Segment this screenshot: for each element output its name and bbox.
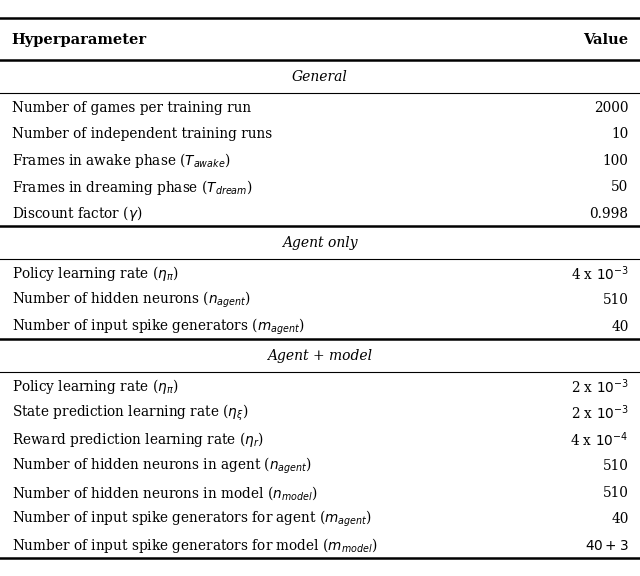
Text: Number of input spike generators for model ($m_{model}$): Number of input spike generators for mod… xyxy=(12,536,377,555)
Text: 40: 40 xyxy=(611,512,628,526)
Text: Number of games per training run: Number of games per training run xyxy=(12,101,251,115)
Text: Value: Value xyxy=(583,33,628,47)
Text: Number of input spike generators ($m_{agent}$): Number of input spike generators ($m_{ag… xyxy=(12,317,304,337)
Text: State prediction learning rate ($\eta_{\xi}$): State prediction learning rate ($\eta_{\… xyxy=(12,403,248,423)
Text: Number of hidden neurons ($n_{agent}$): Number of hidden neurons ($n_{agent}$) xyxy=(12,290,251,310)
Text: 2 x $10^{-3}$: 2 x $10^{-3}$ xyxy=(571,377,628,396)
Text: Frames in dreaming phase ($T_{dream}$): Frames in dreaming phase ($T_{dream}$) xyxy=(12,178,252,197)
Text: Frames in awake phase ($T_{awake}$): Frames in awake phase ($T_{awake}$) xyxy=(12,151,230,170)
Text: Number of hidden neurons in model ($n_{model}$): Number of hidden neurons in model ($n_{m… xyxy=(12,484,317,502)
Text: Number of input spike generators for agent ($m_{agent}$): Number of input spike generators for age… xyxy=(12,509,372,529)
Text: Policy learning rate ($\eta_{\pi}$): Policy learning rate ($\eta_{\pi}$) xyxy=(12,377,178,396)
Text: 510: 510 xyxy=(603,293,628,307)
Text: Policy learning rate ($\eta_{\pi}$): Policy learning rate ($\eta_{\pi}$) xyxy=(12,264,178,283)
Text: Number of independent training runs: Number of independent training runs xyxy=(12,127,272,141)
Text: General: General xyxy=(292,70,348,84)
Text: 2 x $10^{-3}$: 2 x $10^{-3}$ xyxy=(571,404,628,422)
Text: Agent + model: Agent + model xyxy=(268,349,372,363)
Text: 2000: 2000 xyxy=(594,101,628,115)
Text: 4 x $10^{-4}$: 4 x $10^{-4}$ xyxy=(570,430,628,449)
Text: Discount factor ($\gamma$): Discount factor ($\gamma$) xyxy=(12,204,142,223)
Text: 10: 10 xyxy=(611,127,628,141)
Text: Agent only: Agent only xyxy=(282,236,358,250)
Text: Hyperparameter: Hyperparameter xyxy=(12,33,147,47)
Text: 100: 100 xyxy=(603,154,628,168)
Text: 0.998: 0.998 xyxy=(589,207,628,221)
Text: 50: 50 xyxy=(611,180,628,194)
Text: 510: 510 xyxy=(603,459,628,473)
Text: Number of hidden neurons in agent ($n_{agent}$): Number of hidden neurons in agent ($n_{a… xyxy=(12,456,312,476)
Text: $40 + 3$: $40 + 3$ xyxy=(585,539,628,552)
Text: Reward prediction learning rate ($\eta_{r}$): Reward prediction learning rate ($\eta_{… xyxy=(12,430,264,449)
Text: 4 x $10^{-3}$: 4 x $10^{-3}$ xyxy=(571,264,628,283)
Text: 40: 40 xyxy=(611,320,628,334)
Text: 510: 510 xyxy=(603,486,628,499)
